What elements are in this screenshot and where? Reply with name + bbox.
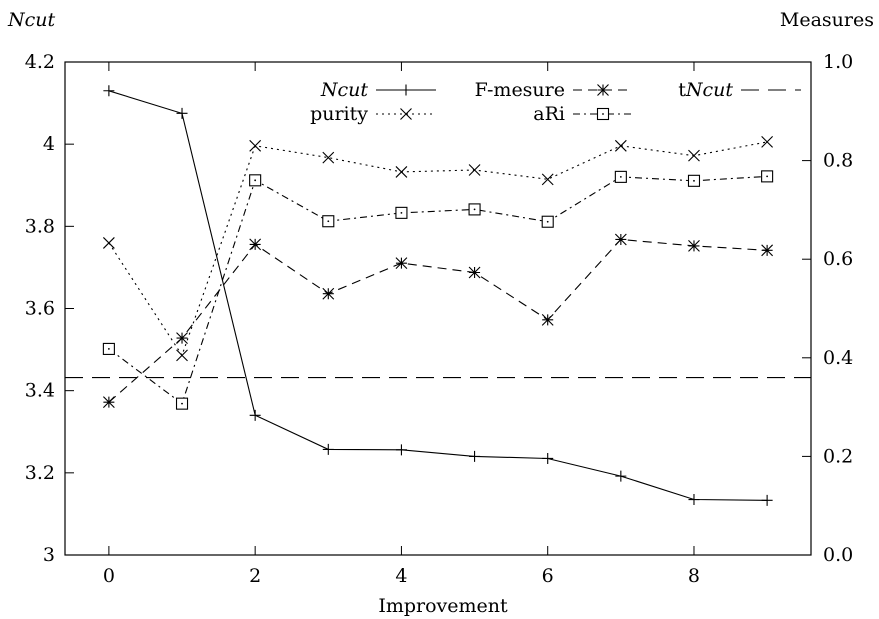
y-right-tick-label: 0.8 bbox=[823, 150, 853, 172]
cross-marker bbox=[395, 166, 408, 178]
plus-marker bbox=[322, 443, 334, 455]
square-marker-dot bbox=[693, 179, 695, 182]
square-marker-dot bbox=[546, 220, 549, 223]
star-marker bbox=[761, 244, 774, 257]
square-marker-dot bbox=[602, 113, 604, 115]
y-left-tick-label: 4 bbox=[43, 133, 55, 155]
cross-marker bbox=[249, 139, 262, 152]
square-marker-dot bbox=[400, 211, 403, 214]
right-axis-title: Measures bbox=[780, 9, 874, 31]
square-marker-dot bbox=[619, 175, 622, 178]
star-marker bbox=[176, 332, 188, 344]
series-ari bbox=[102, 170, 774, 410]
star-marker bbox=[468, 266, 481, 279]
legend-label-ari: aRi bbox=[533, 103, 565, 125]
star-marker bbox=[614, 233, 627, 246]
y-left-tick-label: 4.2 bbox=[25, 51, 55, 73]
y-right-tick-label: 1.0 bbox=[823, 51, 853, 73]
x-tick-label: 6 bbox=[542, 565, 554, 587]
star-marker bbox=[688, 240, 700, 252]
y-left-tick-label: 3.2 bbox=[25, 462, 55, 484]
y-left-tick-label: 3.4 bbox=[25, 380, 55, 402]
cross-marker bbox=[102, 237, 115, 249]
cross-marker bbox=[322, 151, 335, 164]
cross-marker bbox=[541, 173, 554, 186]
x-tick-label: 2 bbox=[249, 565, 261, 587]
plot-frame bbox=[64, 61, 812, 556]
cross-marker bbox=[688, 149, 700, 162]
star-marker bbox=[597, 84, 609, 96]
square-marker-dot bbox=[473, 208, 476, 211]
star-marker bbox=[322, 287, 335, 300]
star-marker bbox=[395, 257, 408, 270]
series-fmeasure bbox=[102, 233, 774, 409]
cross-marker bbox=[400, 108, 412, 120]
y-right-tick-label: 0.6 bbox=[823, 248, 853, 270]
left-axis-title: Ncut bbox=[7, 9, 56, 31]
cross-marker bbox=[176, 349, 188, 362]
star-marker bbox=[102, 396, 115, 409]
legend: Ncut F-mesure tNcut purity aRi bbox=[310, 79, 801, 125]
plus-marker bbox=[400, 84, 412, 96]
ncut-line bbox=[108, 90, 768, 501]
x-tick-label: 8 bbox=[688, 565, 700, 587]
cross-marker bbox=[468, 164, 481, 176]
square-marker-dot bbox=[107, 348, 110, 350]
legend-label-tncut: tNcut bbox=[678, 79, 733, 101]
series-purity bbox=[102, 135, 774, 362]
x-tick-label: 0 bbox=[103, 565, 115, 587]
square-marker-dot bbox=[327, 220, 330, 223]
x-axis-title: Improvement bbox=[378, 595, 508, 617]
legend-label-fmeasure: F-mesure bbox=[475, 79, 565, 101]
legend-label-purity: purity bbox=[310, 103, 368, 125]
plus-marker bbox=[249, 409, 261, 421]
plus-marker bbox=[103, 85, 115, 97]
cross-marker bbox=[761, 135, 774, 148]
axis-ticks: 3 3.2 3.4 3.6 3.8 4 4.2 0.0 0.2 0.4 0.6 0.8 1.0 0 2 4 6 8 bbox=[25, 51, 853, 587]
plus-marker bbox=[615, 470, 627, 482]
plus-marker bbox=[542, 452, 554, 464]
series-layer bbox=[65, 85, 811, 506]
purity-line bbox=[108, 141, 768, 357]
y-left-tick-label: 3.6 bbox=[25, 298, 55, 320]
y-right-tick-label: 0.4 bbox=[823, 347, 853, 369]
y-right-tick-label: 0.0 bbox=[823, 544, 853, 566]
cross-marker bbox=[614, 139, 627, 152]
y-left-tick-label: 3 bbox=[43, 544, 55, 566]
y-right-tick-label: 0.2 bbox=[823, 445, 853, 467]
square-marker-dot bbox=[254, 179, 257, 182]
y-left-tick-label: 3.8 bbox=[25, 215, 55, 237]
x-tick-label: 4 bbox=[395, 565, 407, 587]
legend-label-ncut: Ncut bbox=[320, 79, 369, 101]
plus-marker bbox=[688, 494, 700, 506]
star-marker bbox=[541, 313, 554, 326]
plus-marker bbox=[395, 444, 407, 456]
ari-line bbox=[108, 175, 768, 405]
plus-marker bbox=[761, 494, 773, 506]
series-ncut bbox=[103, 85, 773, 506]
plus-marker bbox=[469, 450, 481, 462]
square-marker-dot bbox=[181, 402, 183, 405]
square-marker-dot bbox=[766, 175, 769, 178]
plus-marker bbox=[176, 107, 188, 119]
star-marker bbox=[249, 238, 262, 251]
